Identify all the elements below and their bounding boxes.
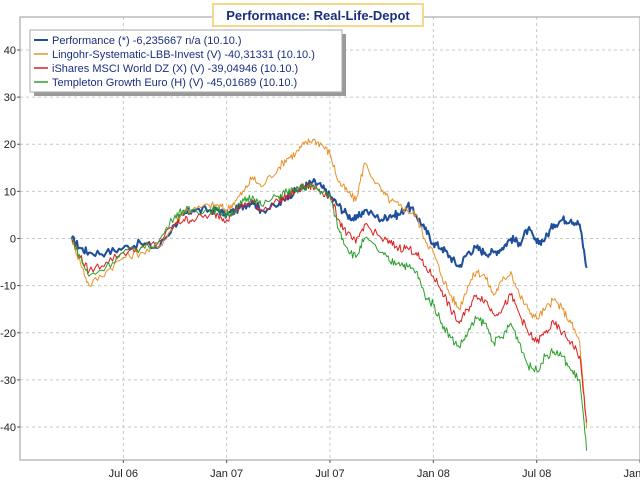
x-tick-label: Jul 06 [109, 468, 138, 480]
series-lines [70, 138, 588, 451]
x-tick-label: Jan 09 [623, 468, 640, 480]
series-line-2 [71, 182, 588, 423]
y-tick-label: -40 [0, 422, 16, 434]
legend-label: Templeton Growth Euro (H) (V) -45,01689 … [52, 77, 297, 89]
x-tick-label: Jul 07 [315, 468, 344, 480]
legend-box [29, 29, 343, 93]
y-tick-label: 30 [4, 92, 16, 104]
legend-label: Performance (*) -6,235667 n/a (10.10.) [52, 35, 242, 47]
series-line-3 [71, 182, 588, 451]
y-tick-label: 40 [4, 45, 16, 57]
axes: -40 -30 -20 -10 0 10 20 30 40 Jul 06 Jan 07 Jul 07 J… [0, 16, 640, 480]
legend-label: Lingohr-Systematic-LBB-Invest (V) -40,31… [52, 49, 315, 61]
y-tick-label: 10 [4, 186, 16, 198]
legend-label: iShares MSCI World DZ (X) (V) -39,04946 … [52, 63, 298, 75]
y-tick-label: -20 [0, 328, 16, 340]
x-tick-label: Jan 07 [210, 468, 243, 480]
series-line-0 [70, 178, 588, 269]
y-tick-label: -10 [0, 281, 16, 293]
chart-title: Performance: Real-Life-Depot [212, 3, 424, 27]
y-tick-label: 0 [10, 234, 16, 246]
y-tick-label: -30 [0, 375, 16, 387]
y-tick-label: 20 [4, 139, 16, 151]
series-line-1 [71, 138, 588, 429]
x-tick-label: Jul 08 [522, 468, 551, 480]
x-tick-label: Jan 08 [417, 468, 450, 480]
legend: Performance (*) -6,235667 n/a (10.10.) Li… [29, 29, 346, 96]
